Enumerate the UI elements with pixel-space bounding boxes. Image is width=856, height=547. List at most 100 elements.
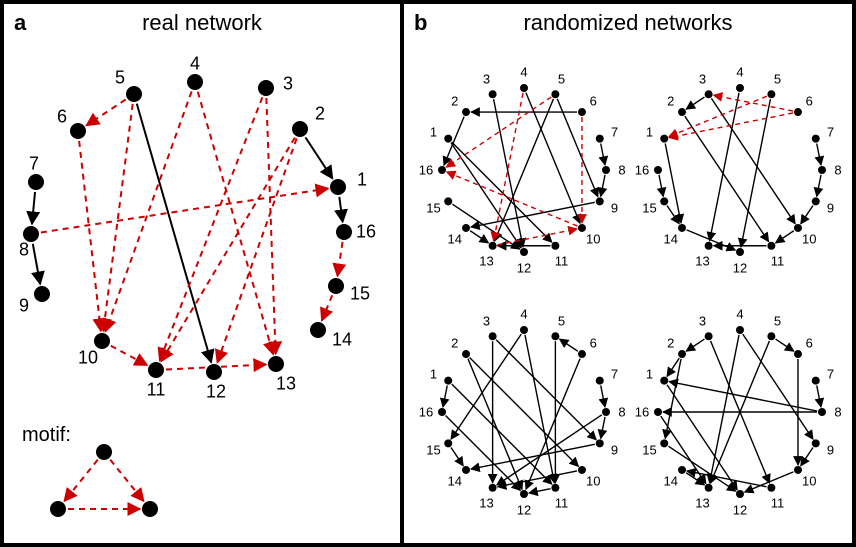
node-16 (654, 408, 662, 416)
edge-4-9 (743, 334, 813, 439)
node-8 (602, 408, 610, 416)
edge-2-15 (665, 359, 681, 439)
node-6 (794, 108, 802, 116)
node-5 (551, 90, 559, 98)
node-9 (596, 439, 604, 447)
edge-1-16 (443, 386, 447, 408)
motif-node (50, 501, 66, 517)
node-15 (328, 278, 344, 294)
node-1 (660, 377, 668, 385)
motif-edge-15-14 (322, 295, 332, 320)
random-network-3: 12345678910111213141516 (416, 292, 626, 522)
edge-8-1 (669, 382, 817, 411)
node-2 (462, 108, 470, 116)
motif-edge-5-6 (86, 100, 125, 126)
edge-1-14 (665, 144, 681, 224)
edge-16-15 (659, 175, 663, 197)
node-5 (126, 86, 142, 102)
node-1 (330, 179, 346, 195)
edge-14-13 (470, 231, 488, 243)
node-15 (444, 439, 452, 447)
edge-6-3 (714, 95, 794, 111)
edge-1-16 (339, 197, 342, 222)
edge-10-11 (776, 231, 794, 243)
node-4 (736, 84, 744, 92)
motif-edge-8-1 (41, 189, 328, 233)
node-12 (736, 248, 744, 256)
node-5 (551, 332, 559, 340)
node-13 (705, 242, 713, 250)
node-14 (462, 224, 470, 232)
node-13 (489, 242, 497, 250)
edge-8-13 (497, 415, 602, 485)
node-3 (489, 332, 497, 340)
edge-6-5 (560, 339, 578, 351)
edge-7-8 (601, 386, 605, 408)
edge-8-9 (33, 244, 40, 284)
node-4 (736, 326, 744, 334)
edge-3-10 (711, 98, 795, 223)
motif-edge-3-13 (266, 98, 275, 354)
edge-7-8 (601, 144, 605, 166)
random-network-graph-4 (632, 292, 842, 522)
node-4 (520, 326, 528, 334)
random-network-graph-2 (632, 50, 842, 280)
random-network-graph-1 (416, 50, 626, 280)
node-13 (489, 484, 497, 492)
edge-5-13 (495, 99, 554, 241)
node-9 (596, 197, 604, 205)
node-3 (489, 90, 497, 98)
node-11 (551, 242, 559, 250)
edge-5-1 (669, 96, 767, 137)
motif-triangle-edge (110, 460, 143, 501)
node-8 (818, 166, 826, 174)
motif-edge-2-12 (217, 138, 296, 362)
node-8 (818, 408, 826, 416)
random-network-1: 12345678910111213141516 (416, 50, 626, 280)
node-8 (23, 226, 39, 242)
node-2 (678, 350, 686, 358)
edge-8-9 (601, 417, 605, 439)
node-2 (462, 350, 470, 358)
edge-3-2 (686, 97, 704, 109)
real-network-graph (4, 4, 404, 547)
node-12 (206, 364, 222, 380)
node-3 (705, 332, 713, 340)
edge-5-16 (446, 97, 551, 167)
node-15 (444, 197, 452, 205)
edge-2-11 (685, 116, 769, 241)
node-12 (520, 248, 528, 256)
edge-8-9 (601, 175, 605, 197)
node-10 (794, 466, 802, 474)
edge-4-13 (494, 93, 523, 241)
node-3 (705, 90, 713, 98)
node-6 (578, 108, 586, 116)
node-16 (438, 408, 446, 416)
motif-edge-10-11 (111, 346, 147, 366)
node-10 (94, 333, 110, 349)
node-11 (767, 484, 775, 492)
node-9 (34, 286, 50, 302)
node-14 (462, 466, 470, 474)
motif-edge-4-10 (105, 91, 191, 331)
edge-2-12 (468, 359, 522, 490)
motif-edge-6-10 (79, 141, 101, 331)
random-network-4: 12345678910111213141516 (632, 292, 842, 522)
panel-a: a real network motif: 123456789101112131… (2, 2, 402, 545)
node-13 (705, 484, 713, 492)
node-7 (596, 135, 604, 143)
motif-edge-5-10 (103, 104, 132, 331)
node-10 (794, 224, 802, 232)
random-network-graph-3 (416, 292, 626, 522)
node-8 (602, 166, 610, 174)
edge-1-12 (451, 143, 521, 248)
edge-9-10 (801, 448, 813, 466)
edge-5-6 (776, 339, 794, 351)
node-4 (187, 74, 203, 90)
node-6 (794, 350, 802, 358)
node-13 (268, 356, 284, 372)
edge-2-10 (470, 358, 579, 467)
motif-edge-16-15 (337, 242, 342, 276)
node-14 (678, 466, 686, 474)
node-16 (654, 166, 662, 174)
